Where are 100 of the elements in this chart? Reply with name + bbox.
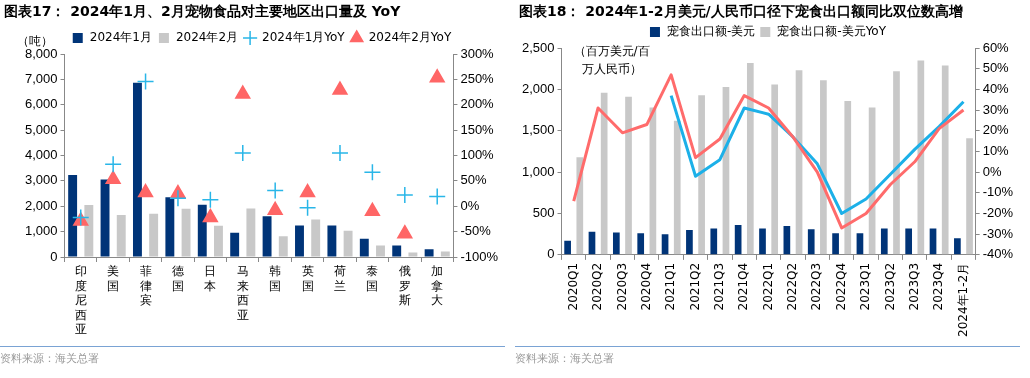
chart-title: 图表18： 2024年1-2月美元/人民币口径下宠食出口额同比双位数高增 [518, 2, 964, 21]
bar [941, 65, 949, 255]
point [397, 224, 413, 239]
bar [278, 236, 288, 257]
y-axis-title: （百万美元/百万人民币） [573, 44, 650, 77]
y2-tick-label: 20% [982, 122, 1010, 138]
bar [68, 175, 78, 257]
x-tick-label: 加拿大 [431, 264, 444, 308]
x-tick-label: 马来西亚 [236, 264, 249, 322]
x-tick-label: 泰国 [366, 264, 379, 293]
y-axis-title: （吨） [16, 34, 53, 49]
y-tick-label: 0 [547, 246, 555, 262]
bar [686, 230, 693, 255]
y2-tick-label: -50% [460, 223, 492, 239]
point [267, 201, 283, 216]
y2-tick-label: 0% [982, 163, 1002, 179]
bar [149, 213, 159, 257]
y2-tick-label: 100% [460, 147, 495, 163]
bar [929, 228, 937, 255]
bar [392, 245, 402, 257]
x-tick-label: 2022Q3 [809, 262, 824, 311]
point [266, 181, 284, 200]
bar [966, 138, 973, 255]
bar [181, 208, 191, 257]
bar [612, 232, 620, 255]
bar [746, 62, 754, 255]
bar [84, 204, 94, 257]
y-tick-label: 2,000 [24, 197, 58, 213]
y2-tick-label: 10% [982, 143, 1010, 159]
x-tick-label: 荷兰 [334, 264, 346, 293]
y2-tick-label: -100% [460, 248, 499, 264]
bar [844, 100, 852, 255]
point [137, 183, 154, 198]
x-tick-label: 日本 [204, 264, 217, 293]
legend-label: 宠食出口额-美元 [666, 24, 756, 39]
y2-tick-label: -30% [982, 225, 1014, 241]
bar [311, 219, 321, 257]
y-tick-label: 1,000 [521, 163, 555, 179]
bar [917, 60, 925, 255]
y-tick-label: 1,500 [521, 122, 555, 138]
bar [132, 82, 142, 257]
bar [343, 230, 353, 257]
x-tick-label: 2022Q4 [833, 262, 848, 311]
legend-label: 2024年1月YoY [262, 30, 346, 45]
y2-tick-label: 250% [460, 70, 495, 86]
text: 资料来源：海关总署 [515, 346, 1020, 366]
bar [637, 233, 645, 255]
legend-label: 2024年1月 [89, 30, 152, 45]
x-tick-label: 2020Q4 [638, 262, 653, 311]
point [235, 85, 251, 99]
x-tick-label: 2023Q2 [882, 262, 897, 311]
bar [771, 84, 779, 255]
x-tick-label: 2023Q3 [906, 262, 921, 311]
x-tick-label: 2022Q1 [760, 262, 775, 311]
y-tick-label: 5,000 [24, 121, 58, 137]
point [396, 186, 414, 204]
bar [230, 232, 240, 257]
x-tick-label: 2020Q2 [590, 262, 605, 311]
y2-tick-label: 300% [460, 45, 495, 61]
x-tick-label: 美国 [107, 264, 120, 293]
x-tick-label: 2021Q4 [736, 262, 751, 311]
y-tick-label: 6,000 [24, 96, 58, 112]
x-tick-label: 2021Q2 [687, 262, 702, 311]
x-tick-label: 2022Q2 [785, 262, 800, 311]
text: 资料来源：海关总署 [0, 346, 505, 366]
y-tick-label: 3,000 [24, 172, 58, 188]
legend-label: 2024年2月YoY [368, 30, 452, 45]
y2-tick-label: -40% [982, 246, 1014, 262]
bar [116, 214, 126, 257]
x-tick-label: 印度尼西亚 [74, 264, 87, 336]
x-tick-label: 菲律宾 [139, 264, 152, 308]
x-tick-label: 2021Q1 [663, 262, 678, 311]
point [201, 190, 220, 209]
point [332, 81, 348, 95]
bar [759, 228, 766, 255]
x-tick-label: 2023Q1 [858, 262, 873, 311]
bar [197, 204, 207, 257]
bar [673, 120, 681, 255]
point [136, 72, 155, 91]
x-tick-label: 俄罗斯 [398, 264, 411, 308]
x-tick-label: 2023Q4 [931, 262, 946, 311]
bar [408, 252, 418, 257]
x-tick-label: 韩国 [269, 264, 282, 293]
bar [880, 228, 888, 255]
bar [564, 240, 571, 255]
point [298, 199, 317, 217]
chart-title: 图表17： 2024年1月、2月宠物食品对主要地区出口量及 YoY [3, 2, 402, 21]
legend-label: 2024年2月 [175, 30, 239, 45]
point [202, 208, 219, 223]
y-tick-label: 2,500 [521, 39, 555, 55]
bar [440, 251, 450, 257]
x-tick-label: 德国 [171, 264, 184, 293]
point [234, 144, 252, 162]
point [331, 144, 349, 162]
y2-tick-label: -20% [982, 205, 1014, 221]
y2-tick-label: 200% [460, 96, 495, 112]
x-tick-label: 2020Q3 [614, 262, 629, 311]
y-tick-label: 1,000 [24, 223, 58, 239]
x-tick-label: 2021Q3 [712, 262, 726, 311]
bar [327, 225, 337, 257]
